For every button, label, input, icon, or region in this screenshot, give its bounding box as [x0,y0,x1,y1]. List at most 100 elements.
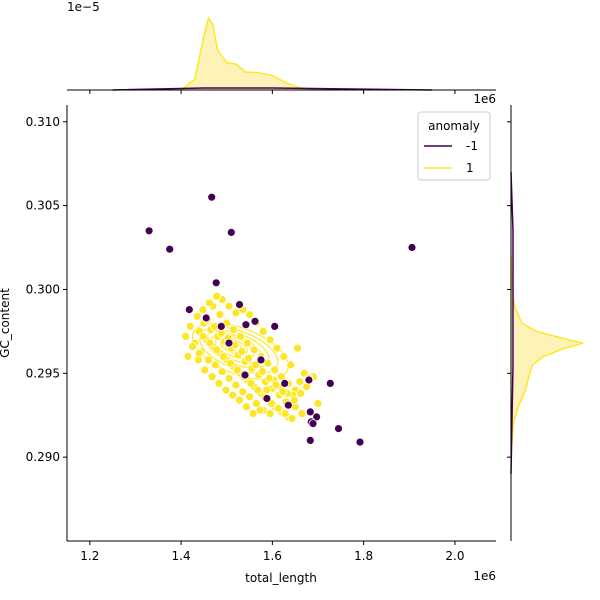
normal-point-106 [280,409,290,419]
normal-point-101 [246,378,256,388]
normal-point-113 [237,347,247,356]
normal-point-82 [235,395,244,405]
normal-point-77 [200,365,210,375]
normal-point-117 [264,373,274,383]
normal-point-4 [235,331,245,341]
anomaly-point-17 [312,412,322,422]
y-tick-label-4: 0.310 [26,115,60,129]
kde-contour-2 [205,330,270,369]
normal-point-31 [210,360,220,370]
right-marginal: 1e6 [473,92,584,541]
normal-point-121 [188,342,197,351]
normal-point-71 [224,301,234,311]
normal-point-3 [229,325,239,335]
anomaly-point-0 [207,192,217,202]
main-axes: 1.2 1.4 1.6 1.8 2.0 0.290 0.295 0.300 0.305 0.31… [0,105,496,585]
normal-point-83 [241,402,251,412]
normal-point-73 [212,291,222,301]
x-axis-ticks: 1.2 1.4 1.6 1.8 2.0 [80,541,464,563]
normal-point-66 [258,326,268,336]
top-kde-line [180,16,319,91]
normal-point-65 [265,335,275,345]
anomaly-point-7 [235,300,244,310]
normal-point-63 [279,352,289,361]
normal-point-95 [205,338,215,348]
normal-point-58 [293,343,302,353]
normal-point-60 [313,399,323,408]
normal-point-30 [204,355,213,365]
normal-point-1 [215,310,225,320]
normal-point-78 [207,372,217,382]
legend-entries: -1 1 [424,139,478,175]
normal-point-114 [244,353,254,363]
anomaly-point-19 [308,419,318,429]
legend-label-0: -1 [466,139,478,153]
normal-point-62 [286,360,296,370]
normal-point-56 [295,377,305,387]
normal-point-90 [289,395,299,405]
normal-point-41 [192,311,202,321]
normal-point-84 [248,409,258,419]
right-offset-label: 1e6 [473,92,496,106]
normal-point-123 [183,352,193,361]
anomaly-point-12 [270,321,280,331]
normal-point-102 [253,385,263,395]
y-tick-label-0: 0.290 [26,450,60,464]
top-offset-label: 1e−5 [67,0,100,14]
legend-label-1: 1 [466,161,474,175]
anomaly-point-6 [184,305,194,315]
normal-point-105 [273,404,283,413]
scatter-points [144,192,417,447]
normal-point-37 [251,399,261,408]
normal-point-81 [228,390,238,400]
x-tick-label-2: 1.6 [263,549,282,563]
anomaly-point-2 [165,244,175,254]
anomaly-point-24 [280,378,290,388]
normal-point-40 [185,321,195,331]
anomaly-point-16 [305,407,315,417]
anomaly-point-22 [355,437,365,447]
anomaly-point-10 [224,338,234,348]
anomaly-point-13 [241,320,251,330]
legend-title: anomaly [428,119,480,133]
anomaly-point-5 [211,278,221,288]
normal-point-34 [231,380,241,390]
normal-point-32 [217,367,227,377]
normal-point-116 [257,367,267,377]
anomaly-point-3 [226,227,236,237]
normal-point-85 [255,405,265,415]
right-kde-line [510,255,584,458]
top-marginal-ticks [89,90,456,94]
x-axis-label: total_length [245,571,317,585]
normal-point-74 [204,298,214,308]
anomaly-point-9 [216,321,226,331]
y-tick-label-3: 0.305 [26,199,60,213]
normal-point-36 [245,392,255,402]
normal-point-39 [265,409,275,419]
normal-point-97 [219,352,228,361]
x-tick-label-1: 1.4 [172,549,191,563]
anomaly-point-23 [262,394,272,403]
normal-point-119 [278,387,288,397]
normal-point-107 [287,414,297,424]
x-tick-label-4: 2.0 [445,549,464,563]
normal-point-96 [212,345,222,355]
top-kde-fill [181,18,318,90]
normal-point-6 [249,345,259,355]
anomaly-point-4 [407,243,417,252]
top-kde-anomaly-line [112,87,433,91]
x-tick-label-3: 1.8 [354,549,373,563]
right-marginal-ticks [507,121,511,458]
anomaly-point-27 [256,355,266,365]
y-tick-label-2: 0.300 [26,282,60,296]
anomaly-point-21 [305,435,315,445]
y-axis-ticks: 0.290 0.295 0.300 0.305 0.310 [26,115,67,464]
normal-point-70 [231,308,241,318]
anomaly-point-20 [334,424,343,434]
normal-point-9 [270,365,280,375]
normal-point-99 [232,365,242,375]
y-axis-label: GC_content [0,288,12,358]
normal-point-115 [251,360,260,370]
anomaly-point-15 [325,378,335,388]
